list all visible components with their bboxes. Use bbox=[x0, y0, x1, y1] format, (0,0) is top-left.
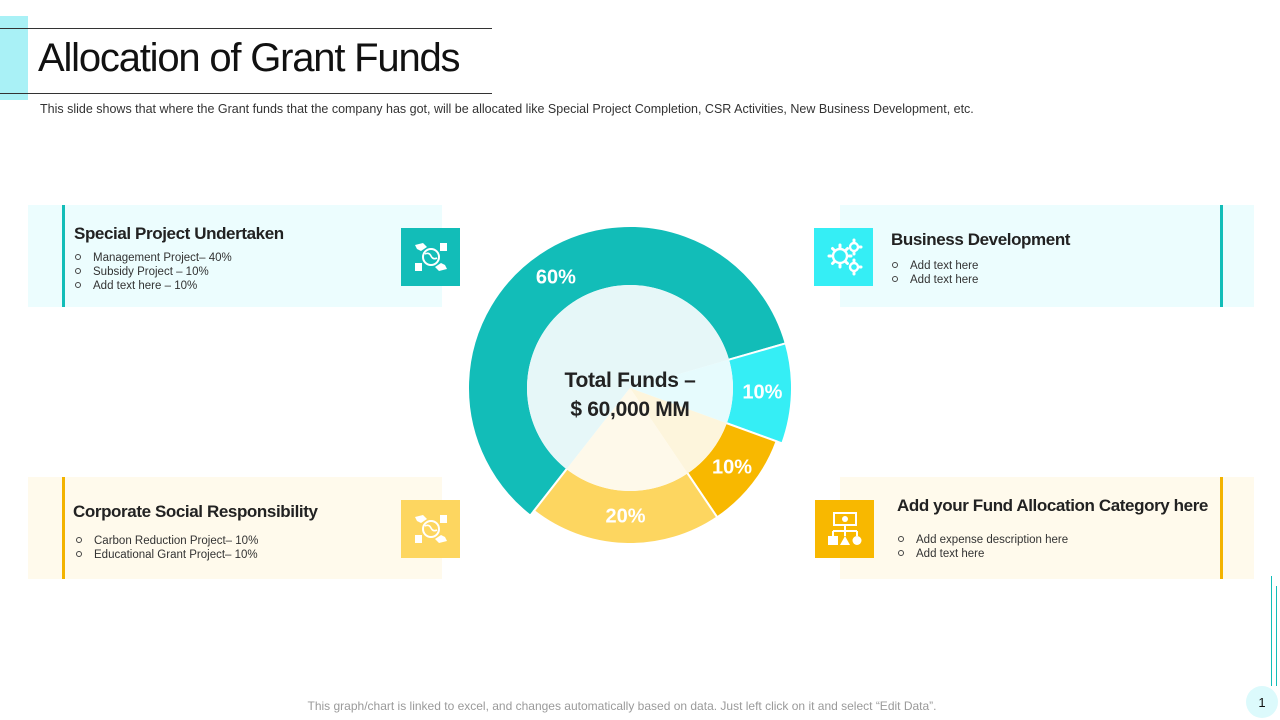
donut-inner-wedge bbox=[630, 388, 727, 474]
title-accent bbox=[0, 16, 28, 100]
page-number: 1 bbox=[1246, 686, 1278, 718]
card-title: Corporate Social Responsibility bbox=[73, 502, 318, 521]
side-line bbox=[1276, 586, 1277, 686]
slice-label: 10% bbox=[742, 381, 783, 404]
list-item: Carbon Reduction Project– 10% bbox=[76, 534, 258, 548]
card-title: Add your Fund Allocation Category here bbox=[897, 496, 1208, 515]
card-special-project: Special Project Undertaken Management Pr… bbox=[28, 205, 460, 307]
card-business-development: Business Development Add text here Add t… bbox=[840, 205, 1254, 307]
slice-label: 20% bbox=[605, 505, 646, 528]
card-accent-bar bbox=[1220, 205, 1223, 307]
card-list: Management Project– 40% Subsidy Project … bbox=[75, 251, 232, 293]
globe-hands-icon bbox=[401, 500, 460, 558]
page-subtitle: This slide shows that where the Grant fu… bbox=[40, 102, 974, 116]
card-csr: Corporate Social Responsibility Carbon R… bbox=[28, 477, 460, 579]
donut-inner-wedge bbox=[527, 284, 730, 470]
list-item: Add text here – 10% bbox=[75, 279, 232, 293]
list-item: Educational Grant Project– 10% bbox=[76, 548, 258, 562]
card-accent-bar bbox=[62, 477, 65, 579]
globe-hands-icon bbox=[401, 228, 460, 286]
list-item: Management Project– 40% bbox=[75, 251, 232, 265]
card-list: Carbon Reduction Project– 10% Educationa… bbox=[76, 534, 258, 562]
center-label-line1: Total Funds – bbox=[564, 369, 696, 392]
center-label: Total Funds – $ 60,000 MM bbox=[530, 366, 730, 424]
title-rule-top bbox=[0, 28, 492, 29]
list-item: Add text here bbox=[892, 273, 978, 287]
gears-icon bbox=[814, 228, 873, 286]
card-title: Business Development bbox=[891, 230, 1071, 249]
slice-label: 10% bbox=[712, 456, 753, 479]
card-list: Add text here Add text here bbox=[892, 259, 978, 287]
card-accent-bar bbox=[1220, 477, 1223, 579]
list-item: Add text here bbox=[898, 547, 1068, 561]
donut-inner-wedge bbox=[566, 388, 688, 491]
page-title: Allocation of Grant Funds bbox=[38, 36, 461, 80]
money-hierarchy-icon bbox=[815, 500, 874, 558]
list-item: Add expense description here bbox=[898, 533, 1068, 547]
slice-label: 60% bbox=[535, 266, 576, 289]
side-line bbox=[1271, 576, 1272, 686]
card-title: Special Project Undertaken bbox=[74, 224, 284, 243]
list-item: Subsidy Project – 10% bbox=[75, 265, 232, 279]
card-list: Add expense description here Add text he… bbox=[898, 533, 1068, 561]
title-rule-bottom bbox=[0, 93, 492, 94]
card-fund-category: Add your Fund Allocation Category here A… bbox=[840, 477, 1254, 579]
center-label-line2: $ 60,000 MM bbox=[570, 398, 690, 421]
card-accent-bar bbox=[62, 205, 65, 307]
donut-inner-wedge bbox=[630, 359, 734, 424]
footnote: This graph/chart is linked to excel, and… bbox=[307, 699, 937, 713]
list-item: Add text here bbox=[892, 259, 978, 273]
